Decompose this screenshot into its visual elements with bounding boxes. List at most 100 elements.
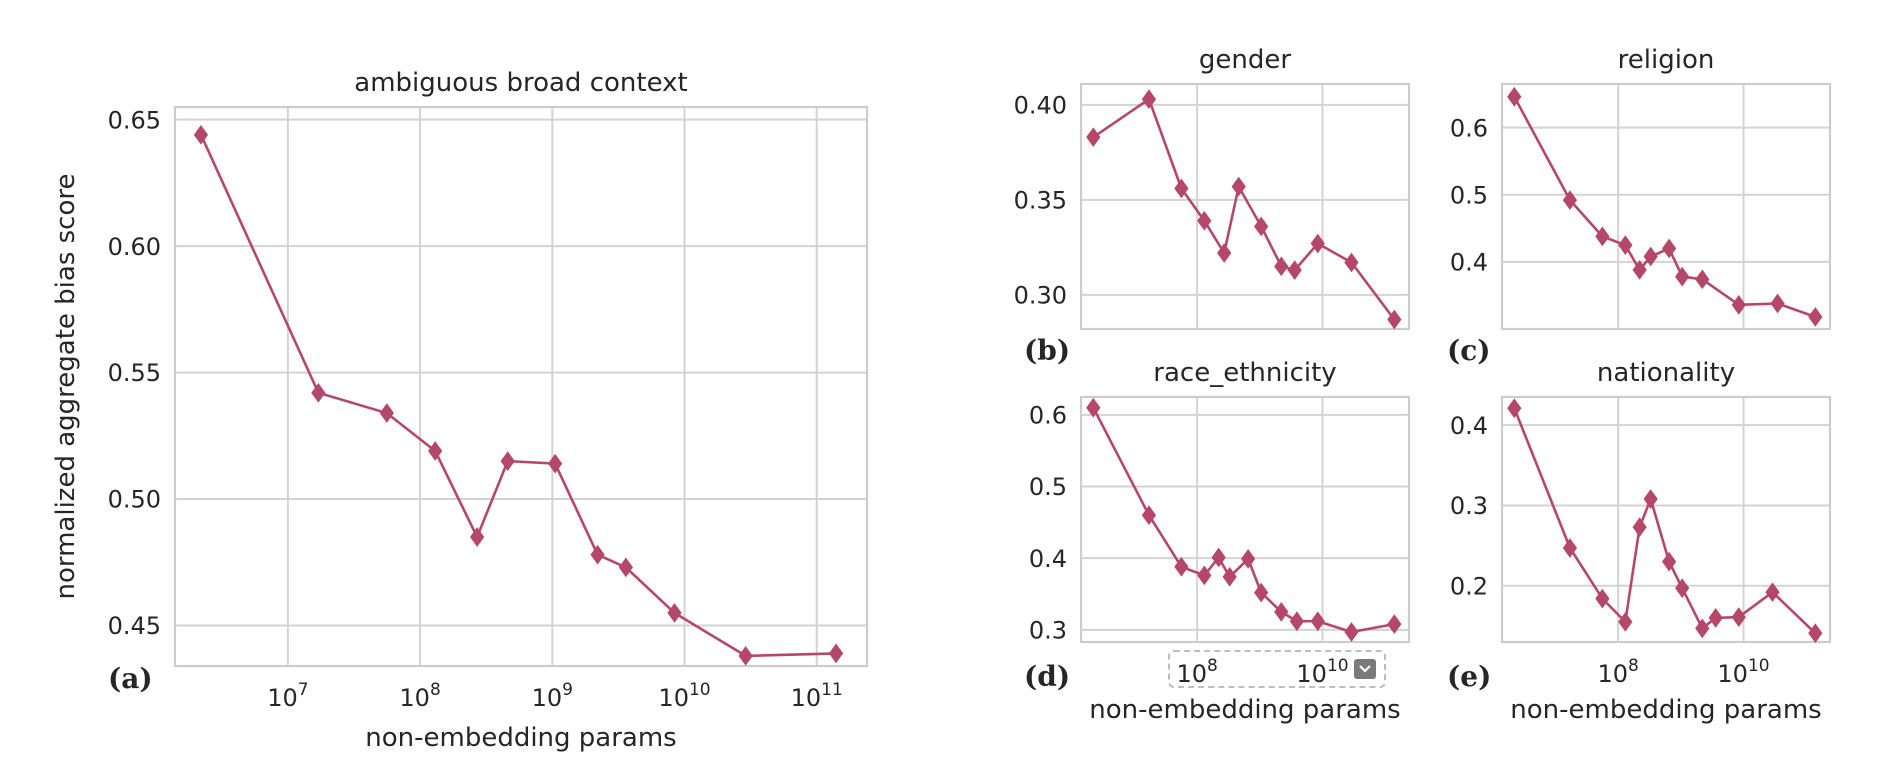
data-point-marker [470,527,485,547]
plot-frame [1079,395,1411,644]
data-point-marker [1695,269,1710,290]
data-point-marker [1643,246,1658,267]
x-tick-label: 1011 [791,680,843,712]
data-point-marker [1695,618,1710,639]
data-point-marker [1662,551,1677,572]
panel-letter: (b) [1024,334,1070,367]
data-point-marker [738,646,753,666]
y-tick-label: 0.6 [1450,114,1488,142]
x-tick-label: 108 [399,680,440,712]
data-point-marker [667,603,682,623]
data-point-marker [1274,256,1289,277]
series-line [1092,407,1395,634]
x-tick-label: 108 [1176,656,1217,688]
chart-title: race_ethnicity [1153,358,1336,388]
series-line [1092,97,1396,321]
data-point-marker [1731,294,1746,315]
y-tick-label: 0.30 [1014,281,1067,309]
y-tick-label: 0.65 [108,106,161,134]
y-tick-label: 0.4 [1029,545,1067,573]
data-point-marker [1618,612,1633,632]
y-tick-label: 0.3 [1450,492,1488,520]
plot-frame [1079,82,1411,331]
data-point-marker [1310,233,1325,254]
chart-panel-1: 0.30 0.35 0.40 gender (b) [1014,45,1411,367]
data-point-marker [1211,547,1226,568]
x-axis-label: non-embedding params [1089,695,1400,725]
x-tick-label: 1010 [1296,656,1348,688]
data-point-marker [1595,588,1610,609]
data-point-marker [311,382,326,403]
data-point-marker [1808,307,1823,327]
data-point-marker [1344,252,1359,273]
data-point-marker [1632,260,1647,280]
data-point-marker [1562,190,1578,210]
plot-frame [173,105,869,668]
data-point-marker [500,451,515,471]
y-tick-label: 0.35 [1014,186,1067,214]
series-line [1513,96,1816,319]
y-tick-label: 0.50 [108,486,161,514]
data-point-marker [1141,505,1157,526]
data-point-marker [1274,602,1289,622]
y-tick-label: 0.45 [108,612,161,640]
data-point-marker [590,544,605,565]
data-point-marker [1086,397,1101,418]
chart-title: ambiguous broad context [354,68,687,98]
data-point-marker [1662,238,1677,259]
data-point-marker [428,441,443,461]
data-point-marker [1708,608,1723,628]
y-tick-label: 0.5 [1450,181,1488,209]
data-point-marker [1618,235,1633,255]
data-point-marker [1507,398,1522,419]
axis-format-dropdown[interactable] [1168,650,1386,688]
data-point-marker [1344,622,1359,642]
data-point-marker [618,557,633,578]
y-tick-label: 0.3 [1029,616,1067,644]
data-point-marker [1770,293,1785,314]
data-point-marker [1808,623,1823,644]
data-point-marker [1222,566,1237,587]
x-tick-label: 109 [532,680,573,712]
data-point-marker [1632,517,1647,537]
chart-panel-2: 0.4 0.5 0.6 religion (c) [1447,45,1832,367]
y-tick-label: 0.2 [1450,572,1488,600]
x-axis-label: non-embedding params [365,723,676,753]
data-point-marker [1310,611,1325,632]
panel-letter: (e) [1447,660,1491,693]
data-point-marker [547,453,563,474]
data-point-marker [1643,489,1658,509]
x-tick-label: 1010 [658,680,710,712]
chart-title: gender [1199,45,1291,75]
y-axis-label: normalized aggregate bias score [51,173,81,599]
data-point-marker [1765,582,1780,603]
data-point-marker [1174,556,1189,577]
data-point-marker [1197,210,1212,231]
data-point-marker [1387,309,1402,330]
y-tick-label: 0.60 [108,233,161,261]
y-tick-label: 0.40 [1014,92,1067,120]
data-point-marker [193,124,209,145]
plot-frame [1500,82,1832,331]
data-point-marker [1197,565,1212,586]
data-point-marker [1231,176,1246,197]
plot-frame [1500,395,1832,644]
data-point-marker [379,403,394,423]
panel-letter: (c) [1447,334,1491,367]
data-point-marker [1595,226,1610,247]
y-tick-label: 0.4 [1450,412,1488,440]
data-point-marker [1086,127,1101,148]
x-axis-label: non-embedding params [1510,695,1821,725]
data-point-marker [1562,538,1578,558]
data-point-marker [1507,86,1522,107]
y-tick-label: 0.5 [1029,473,1067,501]
y-tick-label: 0.6 [1029,402,1067,430]
data-point-marker [1287,260,1302,280]
series-line [1513,407,1817,635]
data-point-marker [1675,266,1690,287]
chevron-down-icon[interactable] [1354,659,1376,679]
data-point-marker [1241,549,1256,569]
data-point-marker [1174,178,1189,199]
data-point-marker [1254,216,1269,237]
